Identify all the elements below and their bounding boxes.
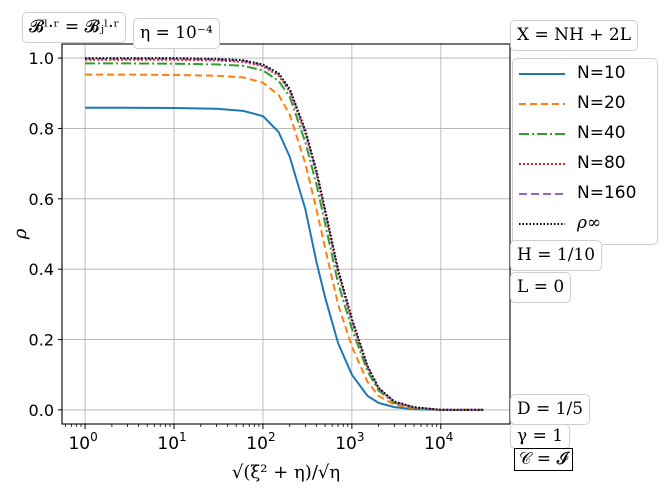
y-tick-label: 0.2 — [29, 331, 54, 350]
series-line — [85, 57, 484, 411]
y-tick-label: 0.8 — [29, 119, 54, 138]
series-line — [85, 62, 484, 411]
annotation-eta: η = 10⁻⁴ — [133, 18, 220, 49]
legend-item-n40: N=40 — [513, 121, 653, 147]
annotation-d: D = 1/5 — [510, 394, 591, 425]
x-tick-label: 103 — [335, 430, 364, 454]
grid-lines — [62, 44, 510, 424]
legend-label: N=80 — [577, 153, 626, 173]
legend-label: N=10 — [577, 63, 626, 83]
series-line — [85, 106, 484, 411]
legend-item-rho-inf: ρ∞ — [513, 211, 653, 237]
annotation-gamma: γ = 1 — [510, 424, 571, 449]
series-line — [85, 58, 484, 411]
legend-label: N=40 — [577, 123, 626, 143]
annotation-h: H = 1/10 — [510, 240, 603, 271]
series-line — [85, 73, 484, 411]
legend-label: N=20 — [577, 93, 626, 113]
legend-label: N=160 — [577, 183, 637, 203]
legend-item-n20: N=20 — [513, 91, 653, 117]
series-group — [85, 57, 484, 411]
x-tick-label: 100 — [68, 430, 97, 454]
annotation-l: L = 0 — [510, 272, 572, 303]
x-tick-label: 102 — [246, 430, 275, 454]
legend-item-n10: N=10 — [513, 61, 653, 87]
annotation-top-left: 𝓑ˡ·ʳ = 𝓑ⱼˡ·ʳ — [22, 12, 127, 43]
x-axis-label: √(ξ² + η)/√η — [232, 462, 340, 483]
y-tick-label: 0.6 — [29, 190, 54, 209]
annotation-c: 𝒞 = 𝓘 — [514, 448, 573, 471]
y-tick-label: 0.0 — [29, 401, 54, 420]
axis-ticks: 0.0 0.2 0.4 0.6 0.8 1.0 100 101 102 103 104 — [29, 49, 454, 454]
annotation-x-def: X = NH + 2L — [510, 20, 639, 51]
legend-label: ρ∞ — [577, 213, 602, 233]
series-line — [85, 57, 484, 411]
x-tick-label: 101 — [157, 430, 186, 454]
y-tick-label: 0.4 — [29, 260, 54, 279]
legend-item-n160: N=160 — [513, 181, 653, 207]
plot-frame — [61, 43, 511, 425]
y-tick-label: 1.0 — [29, 49, 54, 68]
legend: N=10 N=20 N=40 N=80 N=160 ρ∞ — [512, 58, 658, 245]
y-axis-label: ρ — [10, 228, 31, 240]
legend-item-n80: N=80 — [513, 151, 653, 177]
x-tick-label: 104 — [424, 430, 453, 454]
